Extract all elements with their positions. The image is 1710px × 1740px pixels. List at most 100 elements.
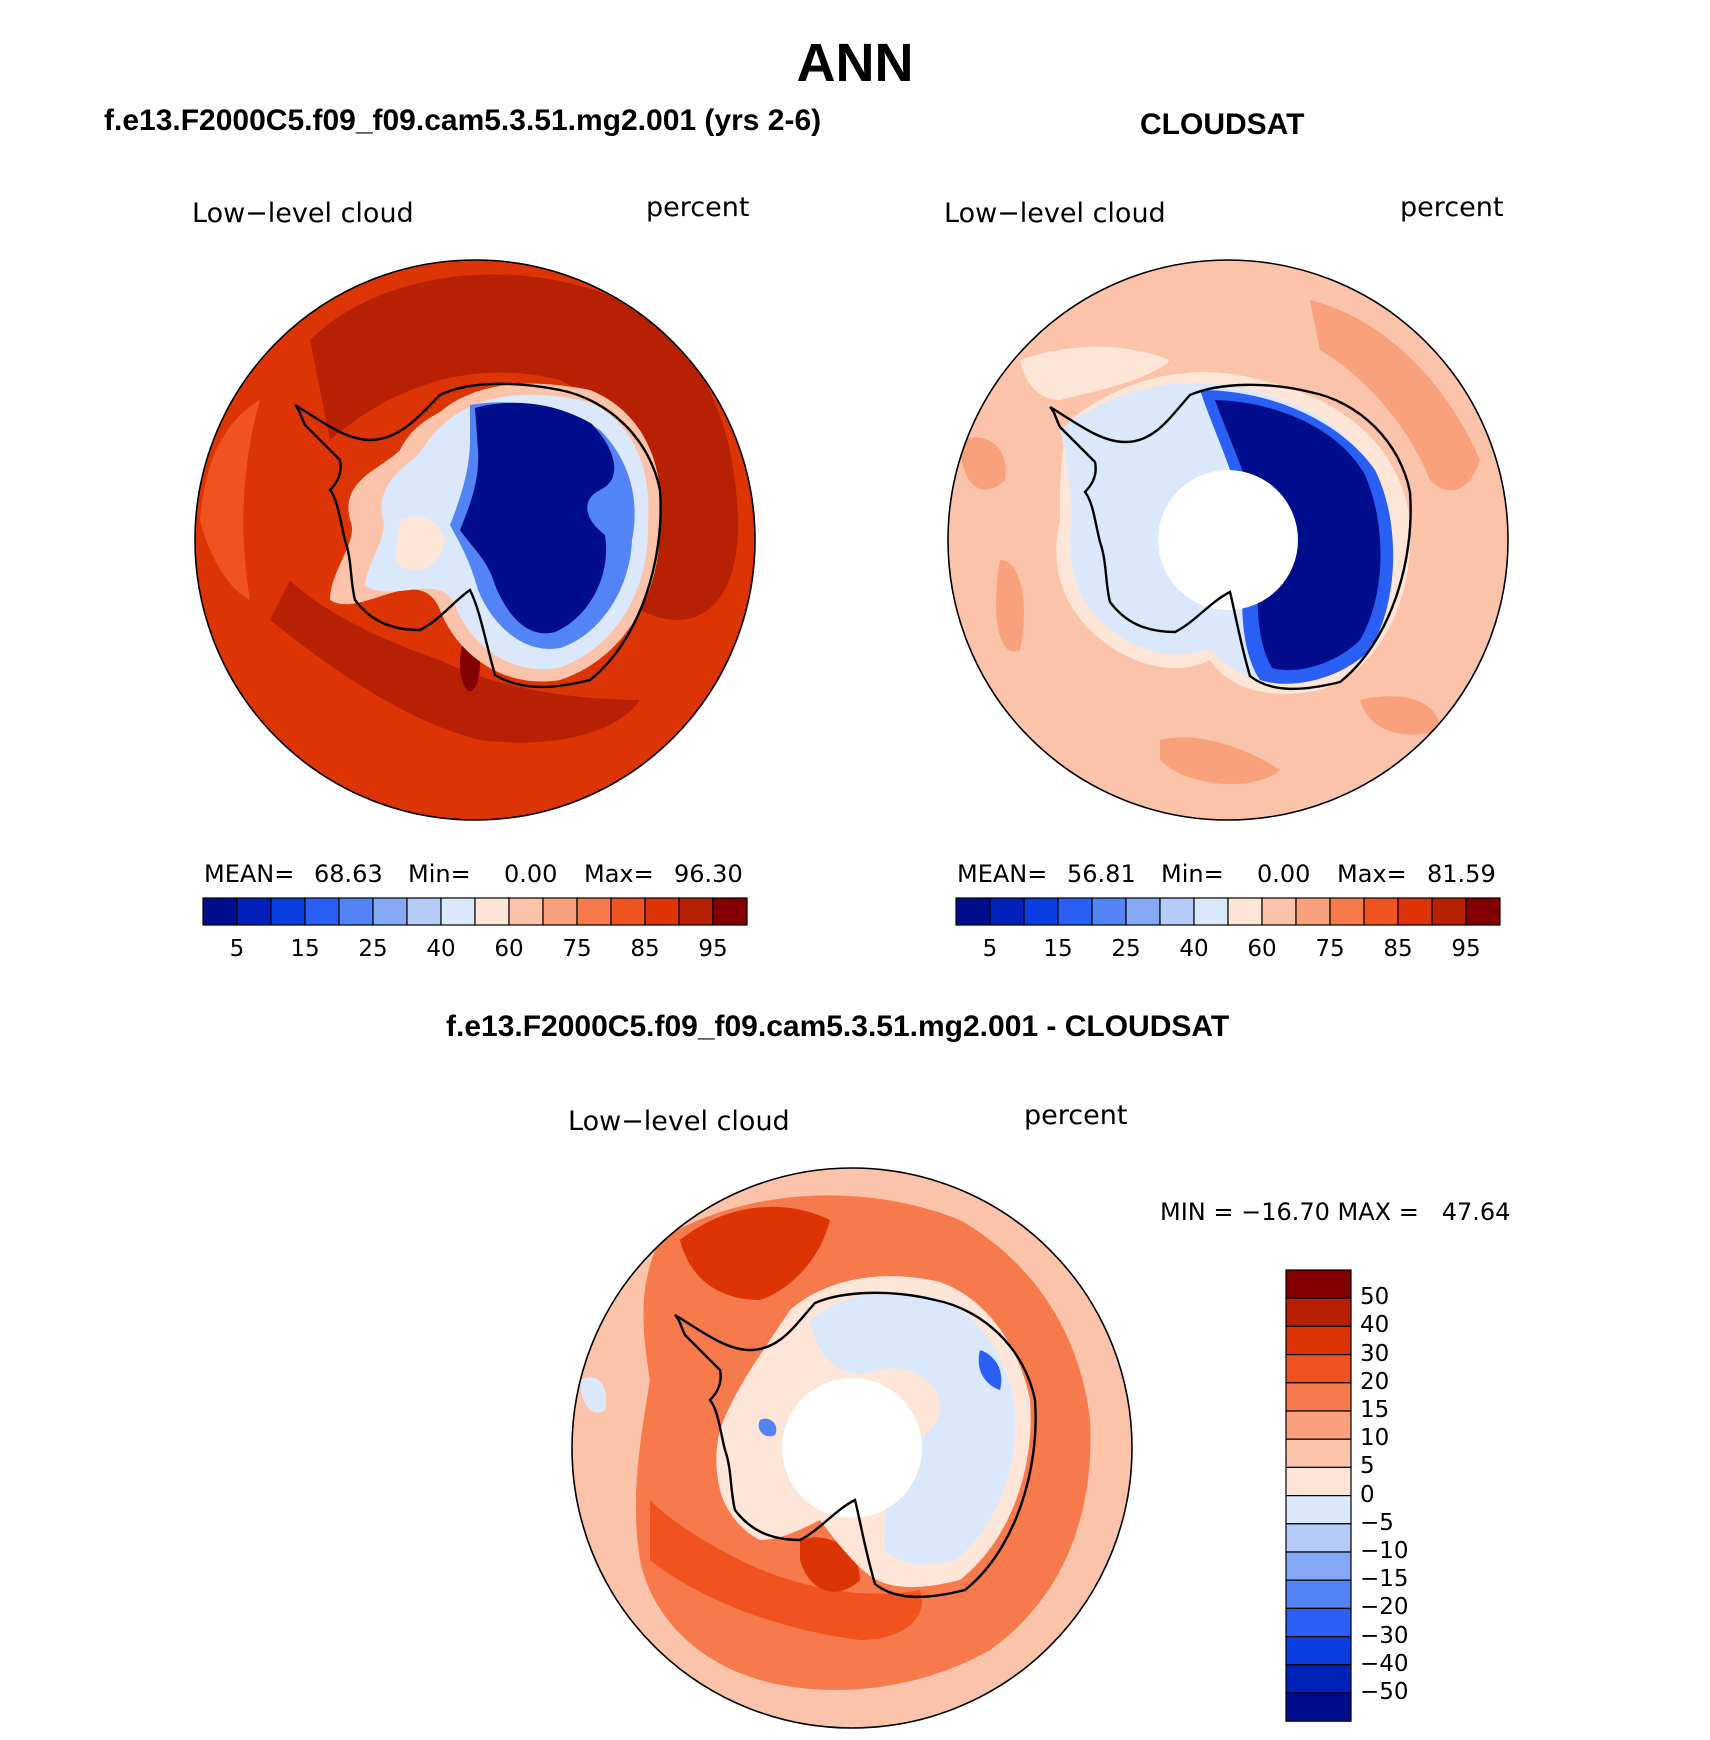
colorbar-swatch	[1159, 897, 1195, 926]
colorbar-tick-label: 10	[1360, 1425, 1390, 1452]
colorbar-swatch	[1057, 897, 1093, 926]
colorbar-swatch	[1285, 1410, 1352, 1440]
model-min-value: 0.00	[504, 860, 558, 888]
colorbar-tick-label: 40	[426, 936, 456, 962]
obs-min-label: Min=	[1161, 860, 1224, 888]
obs-mean-value: 56.81	[1067, 860, 1136, 888]
colorbar-swatch	[1125, 897, 1161, 926]
colorbar-swatch	[610, 897, 646, 926]
colorbar-tick-label: 75	[562, 936, 592, 962]
obs-max-value: 81.59	[1427, 860, 1496, 888]
colorbar-swatch	[678, 897, 714, 926]
colorbar-tick-label: 5	[982, 936, 998, 962]
colorbar-tick-label: 15	[1360, 1397, 1390, 1423]
colorbar-tick-label: 60	[1247, 936, 1277, 962]
colorbar-swatch	[712, 897, 748, 926]
obs-panel-title: CLOUDSAT	[1140, 108, 1305, 141]
colorbar-swatch	[270, 897, 306, 926]
colorbar-tick-label: 15	[290, 936, 320, 962]
colorbar-swatch	[1285, 1523, 1352, 1553]
colorbar-swatch	[1363, 897, 1399, 926]
obs-field-label: Low−level cloud	[944, 198, 1166, 229]
colorbar-tick-label: −10	[1360, 1538, 1409, 1564]
colorbar-tick-label: 85	[1383, 936, 1413, 962]
colorbar-tick-label: 5	[229, 936, 245, 962]
model-colorbar	[202, 897, 748, 926]
diff-colorbar	[1285, 1269, 1352, 1722]
colorbar-swatch	[576, 897, 612, 926]
colorbar-swatch	[1285, 1664, 1352, 1694]
colorbar-tick-label: 25	[358, 936, 388, 962]
colorbar-swatch	[202, 897, 238, 926]
colorbar-swatch	[955, 897, 991, 926]
colorbar-tick-label: −20	[1360, 1594, 1409, 1621]
obs-max-label: Max=	[1337, 860, 1407, 888]
obs-min-value: 0.00	[1257, 860, 1311, 888]
diff-polar-map	[572, 1168, 1132, 1728]
colorbar-tick-label: 50	[1360, 1284, 1390, 1311]
model-panel-title: f.e13.F2000C5.f09_f09.cam5.3.51.mg2.001 …	[104, 104, 822, 137]
colorbar-swatch	[1227, 897, 1263, 926]
obs-units-label: percent	[1400, 192, 1504, 223]
colorbar-tick-label: 40	[1179, 936, 1209, 962]
colorbar-swatch	[1285, 1494, 1352, 1525]
model-polar-map	[195, 260, 755, 820]
colorbar-swatch	[474, 897, 510, 926]
colorbar-tick-label: 15	[1043, 936, 1073, 962]
colorbar-tick-label: 25	[1111, 936, 1141, 962]
colorbar-swatch	[1329, 897, 1365, 926]
colorbar-swatch	[1091, 897, 1127, 926]
colorbar-tick-label: 5	[1360, 1453, 1375, 1480]
model-mean-value: 68.63	[314, 860, 383, 888]
colorbar-tick-label: 95	[1451, 936, 1481, 962]
colorbar-swatch	[1285, 1438, 1352, 1468]
colorbar-tick-label: 20	[1360, 1368, 1390, 1395]
model-mean-label: MEAN=	[204, 860, 295, 888]
colorbar-tick-label: 75	[1315, 936, 1345, 962]
colorbar-swatch	[1285, 1382, 1352, 1412]
colorbar-tick-label: −40	[1360, 1650, 1409, 1677]
colorbar-tick-label: 60	[494, 936, 524, 962]
colorbar-swatch	[1285, 1466, 1352, 1497]
colorbar-tick-label: 30	[1360, 1340, 1390, 1367]
colorbar-swatch	[1295, 897, 1331, 926]
obs-mean-label: MEAN=	[957, 860, 1048, 888]
colorbar-swatch	[304, 897, 340, 926]
colorbar-swatch	[1285, 1551, 1352, 1581]
colorbar-swatch	[1397, 897, 1433, 926]
colorbar-swatch	[1465, 897, 1501, 926]
obs-polar-map	[948, 260, 1508, 820]
colorbar-tick-label: −15	[1360, 1566, 1409, 1593]
colorbar-swatch	[1285, 1325, 1352, 1356]
diff-field-label: Low−level cloud	[568, 1106, 790, 1137]
colorbar-tick-label: 85	[630, 936, 660, 962]
colorbar-swatch	[1285, 1692, 1352, 1722]
diff-minmax: MIN = −16.70 MAX = 47.64	[1160, 1198, 1511, 1226]
colorbar-swatch	[1285, 1269, 1352, 1299]
colorbar-tick-label: −5	[1360, 1509, 1394, 1536]
colorbar-swatch	[1285, 1607, 1352, 1638]
diff-units-label: percent	[1024, 1100, 1128, 1131]
colorbar-tick-label: 40	[1360, 1312, 1390, 1339]
diff-panel-title: f.e13.F2000C5.f09_f09.cam5.3.51.mg2.001 …	[446, 1010, 1230, 1043]
colorbar-swatch	[1285, 1297, 1352, 1327]
colorbar-swatch	[236, 897, 272, 926]
colorbar-swatch	[1285, 1579, 1352, 1609]
colorbar-swatch	[508, 897, 544, 926]
colorbar-swatch	[338, 897, 374, 926]
colorbar-swatch	[1285, 1635, 1352, 1666]
obs-colorbar	[955, 897, 1501, 926]
colorbar-swatch	[372, 897, 408, 926]
colorbar-tick-label: −50	[1360, 1679, 1409, 1705]
colorbar-swatch	[1431, 897, 1467, 926]
colorbar-swatch	[989, 897, 1025, 926]
colorbar-swatch	[644, 897, 680, 926]
colorbar-swatch	[1193, 897, 1229, 926]
colorbar-swatch	[1023, 897, 1059, 926]
colorbar-swatch	[440, 897, 476, 926]
colorbar-swatch	[1285, 1353, 1352, 1384]
colorbar-swatch	[406, 897, 442, 926]
colorbar-swatch	[542, 897, 578, 926]
colorbar-tick-label: −30	[1360, 1622, 1409, 1649]
